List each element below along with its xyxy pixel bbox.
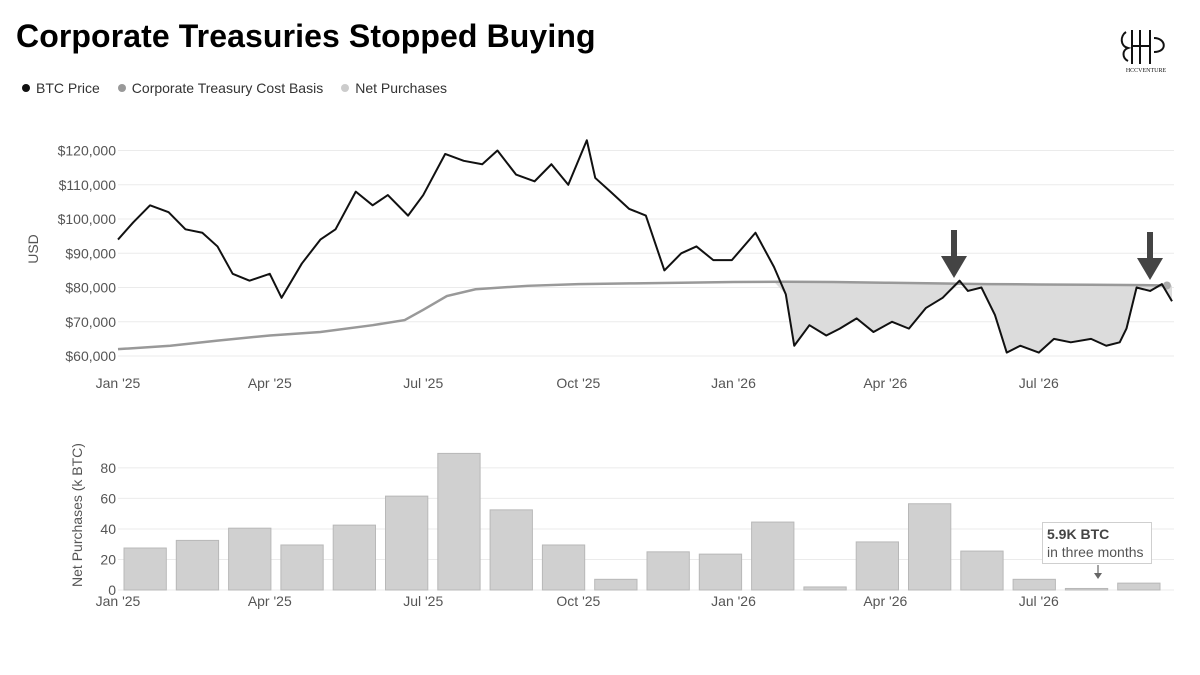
annotation-line-1: 5.9K BTC xyxy=(1047,526,1110,542)
legend: BTC Price Corporate Treasury Cost Basis … xyxy=(22,80,447,96)
x-tick-label: Oct '25 xyxy=(556,375,600,391)
annotation-box: 5.9K BTC in three months xyxy=(1042,522,1152,564)
net-purchases-bar xyxy=(1117,582,1161,591)
y-axis-label: Net Purchases (k BTC) xyxy=(69,443,85,587)
logo-text: HCCVENTURE xyxy=(1126,68,1167,74)
y-tick-label: $90,000 xyxy=(65,245,116,261)
btc-price-line xyxy=(117,139,1173,354)
legend-item-btc-price: BTC Price xyxy=(22,80,100,96)
y-tick-label: 20 xyxy=(100,551,116,567)
y-tick-label: 60 xyxy=(100,490,116,506)
purchases-chart: 0 20 40 60 80 Net Purchases (k BTC) Jan '25 Apr… xyxy=(69,443,1174,609)
net-purchases-bar xyxy=(646,551,690,591)
net-purchases-bar xyxy=(855,541,900,591)
legend-item-net-purchases: Net Purchases xyxy=(341,80,447,96)
x-tick-label: Jan '25 xyxy=(96,375,141,391)
chart-title: Corporate Treasuries Stopped Buying xyxy=(16,18,596,54)
x-tick-label: Jul '26 xyxy=(1019,593,1059,609)
x-tick-label: Apr '26 xyxy=(863,593,907,609)
y-tick-label: $80,000 xyxy=(65,280,116,296)
x-tick-label: Jan '26 xyxy=(711,375,756,391)
x-tick-label: Jul '25 xyxy=(403,593,443,609)
net-purchases-bar xyxy=(489,509,533,591)
legend-label-net-purchases: Net Purchases xyxy=(355,80,448,96)
y-axis-label: USD xyxy=(25,234,41,264)
net-purchases-bar xyxy=(960,550,1004,591)
y-tick-label: $100,000 xyxy=(58,211,117,227)
net-purchases-bar xyxy=(594,578,638,591)
x-tick-label: Jan '26 xyxy=(711,593,756,609)
arrow-left-head xyxy=(941,256,967,278)
net-purchases-bar xyxy=(541,544,586,591)
x-tick-label: Apr '25 xyxy=(248,593,292,609)
brand-logo: HCCVENTURE xyxy=(1120,30,1167,74)
legend-dot-cost-basis xyxy=(117,84,126,92)
y-tick-label: $60,000 xyxy=(65,348,116,364)
net-purchases-bar xyxy=(228,527,272,591)
y-tick-label: 40 xyxy=(100,521,116,537)
legend-item-cost-basis: Corporate Treasury Cost Basis xyxy=(117,80,324,96)
net-purchases-bar xyxy=(280,544,324,591)
y-tick-label: 0 xyxy=(108,582,116,598)
legend-dot-net-purchases xyxy=(341,84,350,92)
x-tick-label: Jul '26 xyxy=(1019,375,1059,391)
annotation-line-2: in three months xyxy=(1047,544,1144,560)
arrow-right-shaft xyxy=(1147,232,1153,260)
x-tick-label: Apr '25 xyxy=(248,375,292,391)
legend-dot-btc-price xyxy=(22,84,30,92)
legend-label-cost-basis: Corporate Treasury Cost Basis xyxy=(131,80,324,96)
legend-label-btc-price: BTC Price xyxy=(36,80,100,96)
y-tick-label: $70,000 xyxy=(65,314,116,330)
arrow-right-head xyxy=(1137,258,1163,280)
y-tick-label: $110,000 xyxy=(59,177,117,193)
cost-basis-line xyxy=(117,280,1167,351)
net-purchases-bar xyxy=(1012,578,1056,591)
x-tick-label: Jan '25 xyxy=(96,593,141,609)
net-purchases-bar xyxy=(908,503,952,591)
x-tick-label: Jul '25 xyxy=(403,375,443,391)
net-purchases-bar xyxy=(698,553,743,591)
net-purchases-bar xyxy=(385,495,429,591)
annotation-pointer-head xyxy=(1094,573,1102,579)
y-tick-label: $120,000 xyxy=(58,143,117,159)
net-purchases-bar xyxy=(437,452,481,591)
net-purchases-bar xyxy=(123,547,167,591)
arrow-left-shaft xyxy=(951,230,957,258)
net-purchases-bar xyxy=(332,524,377,591)
x-tick-label: Apr '26 xyxy=(863,375,907,391)
net-purchases-bar xyxy=(751,521,795,591)
net-purchases-bar xyxy=(175,539,220,591)
net-purchases-bar xyxy=(1064,587,1109,591)
y-tick-label: 80 xyxy=(100,460,116,476)
net-purchases-bar xyxy=(803,586,847,591)
x-tick-label: Oct '25 xyxy=(556,593,600,609)
price-chart: $60,000 $70,000 $80,000 $90,000 $100,000 $110… xyxy=(25,139,1174,391)
underwater-area xyxy=(774,281,1172,353)
